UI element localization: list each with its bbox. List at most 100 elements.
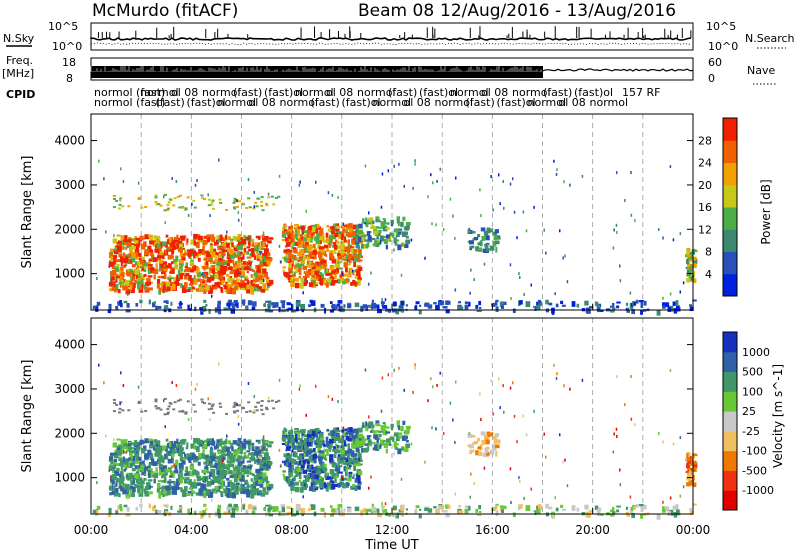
- velocity-cell: [291, 508, 294, 513]
- power-cell: [492, 240, 497, 247]
- velocity-cell: [183, 456, 187, 460]
- power-cell: [259, 255, 263, 261]
- power-cell: [314, 270, 319, 276]
- velocity-cell: [357, 461, 361, 467]
- velocity-cell: [193, 458, 196, 463]
- power-cell: [340, 244, 345, 250]
- power-cell: [250, 285, 255, 291]
- velocity-cell: [122, 384, 125, 388]
- velocity-cell: [261, 451, 265, 455]
- power-cell: [262, 268, 267, 274]
- velocity-cell: [576, 507, 580, 512]
- velocity-cell: [191, 490, 195, 493]
- power-cell: [135, 237, 140, 241]
- power-cell: [299, 234, 304, 238]
- velocity-cell: [298, 387, 301, 391]
- velocity-cell: [174, 484, 180, 491]
- power-cell: [336, 303, 341, 307]
- velocity-cell: [688, 470, 692, 476]
- cpid-snippet: (fast)ol: [574, 86, 613, 99]
- velocity-cell: [211, 468, 216, 474]
- velocity-cell: [169, 445, 174, 451]
- power-cell: [282, 256, 286, 260]
- power-cell: [189, 264, 195, 267]
- power-data: [92, 158, 698, 316]
- velocity-cell: [240, 448, 243, 454]
- power-cell: [241, 238, 247, 245]
- power-cell: [151, 254, 155, 257]
- power-cell: [377, 308, 382, 314]
- velocity-cell: [188, 487, 193, 490]
- power-cell: [536, 304, 541, 310]
- cpid-snippet: ol 08: [481, 86, 508, 99]
- velocity-cell: [384, 502, 387, 506]
- x-tick-label: 16:00: [475, 523, 510, 537]
- velocity-cell: [255, 409, 259, 412]
- power-cell: [234, 302, 239, 307]
- velocity-cell: [297, 446, 301, 449]
- velocity-cell: [158, 463, 163, 468]
- power-cell: [288, 229, 293, 233]
- velocity-cell: [351, 439, 356, 442]
- velocity-cell: [326, 473, 329, 476]
- power-cell: [266, 259, 271, 265]
- velocity-cell: [347, 463, 349, 467]
- velocity-cell: [221, 449, 225, 453]
- velocity-cell: [119, 474, 124, 478]
- power-cell: [481, 235, 486, 241]
- power-cell: [229, 284, 235, 287]
- velocity-cell: [357, 473, 361, 479]
- power-cell: [325, 232, 329, 238]
- cpid-snippet: normol: [357, 86, 396, 99]
- power-cell: [340, 241, 343, 245]
- velocity-cell: [247, 443, 251, 450]
- power-cell: [222, 260, 227, 266]
- velocity-cell: [134, 453, 140, 458]
- power-cell: [339, 277, 345, 281]
- velocity-cell: [108, 485, 113, 491]
- velocity-cell: [329, 505, 333, 509]
- velocity-cell: [187, 508, 190, 514]
- power-cell: [398, 162, 400, 166]
- velocity-cell: [240, 440, 243, 445]
- power-cell: [211, 251, 216, 258]
- velocity-cell: [268, 504, 272, 508]
- velocity-cell: [391, 436, 395, 442]
- velocity-cell: [215, 477, 218, 481]
- power-cell: [203, 258, 207, 261]
- velocity-cell: [359, 437, 364, 441]
- power-cell: [240, 236, 243, 241]
- power-cell: [184, 268, 189, 272]
- power-cell: [246, 287, 251, 294]
- velocity-cell: [400, 504, 405, 510]
- power-cell: [263, 303, 266, 307]
- power-cell: [109, 248, 115, 252]
- velocity-cell: [178, 506, 183, 509]
- velocity-cell: [113, 438, 115, 442]
- power-cell: [260, 204, 264, 207]
- velocity-cell: [140, 480, 145, 485]
- velocity-cell: [374, 444, 378, 451]
- power-cell: [691, 256, 697, 261]
- power-cell: [357, 257, 361, 263]
- power-cell: [210, 201, 214, 204]
- velocity-cell: [222, 464, 227, 470]
- power-cell: [171, 244, 176, 250]
- power-cell: [292, 247, 297, 250]
- power-cell: [230, 253, 235, 259]
- velocity-cell: [316, 437, 320, 443]
- velocity-cell: [373, 434, 378, 439]
- velocity-cell: [328, 447, 331, 452]
- power-cell: [445, 300, 450, 305]
- velocity-cell: [261, 466, 267, 471]
- velocity-cell: [207, 460, 213, 467]
- power-cell: [261, 209, 265, 212]
- freq-tick-high: 18: [62, 56, 76, 69]
- power-cell: [305, 209, 307, 213]
- power-cell: [300, 260, 305, 265]
- velocity-cell: [433, 506, 437, 509]
- power-cell: [144, 262, 148, 267]
- power-cell: [262, 279, 265, 283]
- power-cell: [285, 242, 291, 247]
- velocity-cell: [135, 507, 139, 511]
